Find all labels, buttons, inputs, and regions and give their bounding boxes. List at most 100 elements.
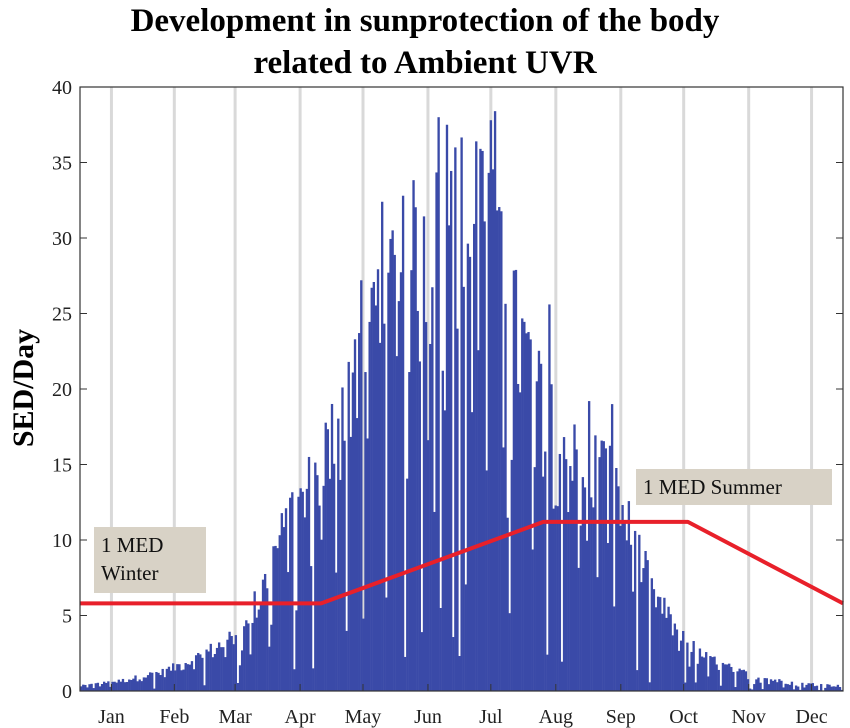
bar [803, 687, 806, 691]
bar [769, 679, 773, 691]
bar [339, 479, 342, 691]
y-tick-label: 25 [52, 304, 72, 326]
bar [755, 679, 758, 691]
bar [324, 422, 327, 691]
bar [631, 591, 635, 691]
bar [332, 463, 336, 691]
bar [88, 684, 91, 691]
bar [228, 631, 231, 691]
bar [165, 668, 169, 691]
bar [167, 666, 171, 691]
bar [748, 688, 752, 691]
annotation-winter-text: 1 MED [101, 533, 163, 557]
y-tick-label: 0 [62, 681, 72, 703]
bar [274, 545, 277, 691]
bar [119, 681, 123, 691]
bar [351, 372, 355, 691]
bar [125, 682, 129, 691]
bar [834, 686, 837, 691]
bar [786, 684, 789, 691]
bar [518, 392, 522, 691]
bar [728, 663, 731, 691]
bar [692, 641, 695, 691]
bar [715, 664, 718, 691]
bar [564, 459, 568, 691]
bar [282, 527, 286, 691]
bar [780, 680, 783, 691]
bar [757, 677, 760, 691]
bar [753, 684, 756, 691]
bar [431, 287, 434, 691]
bar [713, 656, 716, 691]
bar [654, 607, 658, 691]
bar [458, 656, 461, 691]
bar [531, 549, 534, 691]
bar [144, 677, 148, 691]
bar [719, 685, 723, 691]
bar [771, 680, 775, 691]
bar [293, 669, 296, 691]
bar [326, 429, 330, 691]
bar [746, 679, 750, 691]
bar [192, 669, 196, 691]
bar [253, 591, 256, 691]
bar [389, 238, 392, 691]
bar [383, 323, 386, 691]
bar [366, 438, 369, 691]
y-tick-label: 5 [62, 606, 72, 628]
bar [360, 280, 363, 691]
bar [80, 686, 83, 691]
bar [90, 683, 93, 691]
x-tick-label-sep: Sep [606, 706, 636, 728]
bar [832, 686, 835, 691]
bar [698, 648, 702, 691]
bar [734, 687, 737, 691]
bar [113, 681, 116, 691]
bar [824, 687, 827, 691]
bar [209, 643, 212, 691]
bar [606, 543, 610, 691]
bar [132, 678, 135, 691]
annotation-winter-box [94, 527, 206, 593]
bar [305, 488, 309, 691]
bar [96, 682, 100, 691]
bar [217, 642, 221, 691]
bar [792, 689, 796, 691]
x-tick-label-jan: Jan [98, 706, 125, 728]
bar [765, 678, 768, 691]
bar [117, 679, 120, 691]
bar [372, 282, 375, 691]
bar [201, 657, 204, 691]
y-tick-label: 20 [52, 379, 72, 401]
bar [725, 664, 729, 691]
bar [767, 684, 771, 691]
bar [481, 150, 484, 691]
bar [266, 588, 269, 691]
bar [751, 689, 754, 691]
bar [633, 530, 637, 691]
bar [546, 654, 549, 691]
bar [272, 546, 275, 691]
bar [406, 478, 409, 691]
y-tick-label: 10 [52, 530, 72, 552]
bar [441, 370, 444, 691]
bar [452, 637, 455, 691]
bar [562, 437, 566, 691]
bar [222, 647, 225, 691]
bar [623, 521, 626, 691]
bar [374, 305, 378, 691]
bar [736, 671, 739, 691]
bar [790, 681, 794, 691]
bar [521, 318, 524, 691]
bar [109, 686, 112, 691]
bar [669, 614, 672, 691]
bar [619, 525, 622, 691]
bar [345, 630, 348, 691]
bar [602, 441, 605, 691]
bar [648, 682, 651, 691]
x-tick-label-feb: Feb [159, 706, 189, 728]
bar [174, 670, 177, 691]
bar [312, 668, 315, 691]
bar [730, 666, 733, 691]
bar [155, 672, 158, 691]
